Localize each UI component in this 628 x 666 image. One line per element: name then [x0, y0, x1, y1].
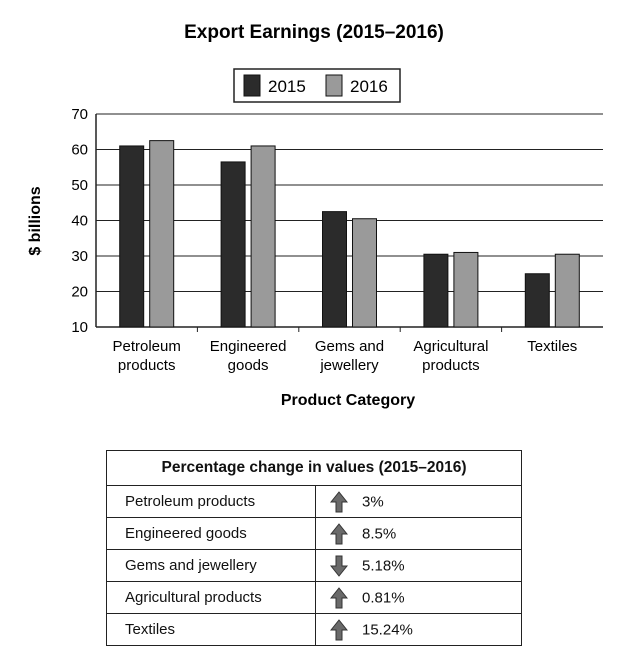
x-category-label: products	[118, 357, 176, 374]
row-label: Textiles	[106, 613, 316, 646]
row-label: Petroleum products	[106, 485, 316, 518]
row-label: Engineered goods	[106, 517, 316, 550]
arrow-up-icon	[330, 586, 348, 608]
bar-2016	[250, 145, 276, 328]
legend-label-2016: 2016	[350, 77, 388, 96]
row-change: 3%	[315, 485, 522, 518]
arrow-up-icon	[330, 522, 348, 544]
percent-value: 0.81%	[362, 589, 405, 606]
x-axis-title: Product Category	[281, 392, 415, 409]
x-category-label: Gems and	[315, 338, 384, 355]
x-category-label: Engineered	[210, 338, 287, 355]
y-tick-label: 50	[71, 177, 88, 194]
row-change: 15.24%	[315, 613, 522, 646]
percentage-change-table: Percentage change in values (2015–2016) …	[106, 450, 522, 646]
chart-title: Export Earnings (2015–2016)	[184, 22, 444, 43]
x-category-label: goods	[228, 357, 269, 374]
bar-2015	[322, 211, 347, 328]
arrow-up-icon	[330, 618, 348, 640]
percent-value: 8.5%	[362, 525, 397, 542]
arrow-up-icon	[330, 490, 348, 512]
percent-value: 15.24%	[362, 621, 413, 638]
legend-label-2015: 2015	[268, 77, 306, 96]
y-tick-label: 70	[71, 106, 88, 123]
percent-value: 3%	[362, 493, 384, 510]
row-label: Gems and jewellery	[106, 549, 316, 582]
y-axis-title: $ billions	[27, 186, 44, 255]
bar-2016	[453, 251, 479, 328]
arrow-down-icon	[330, 555, 348, 577]
bar-2015	[119, 145, 145, 328]
x-category-label: jewellery	[319, 357, 379, 374]
legend-swatch-2015	[243, 74, 261, 97]
y-tick-label: 60	[71, 142, 88, 159]
table-row: Petroleum products 3%	[106, 485, 522, 518]
table-row: Textiles 15.24%	[106, 613, 522, 646]
table-row: Gems and jewellery 5.18%	[106, 549, 522, 582]
legend-swatch-2016	[325, 74, 343, 97]
bar-2015	[524, 273, 550, 328]
x-category-label: products	[422, 357, 480, 374]
y-tick-label: 10	[71, 319, 88, 336]
y-tick-label: 40	[71, 213, 88, 230]
legend-box	[233, 68, 401, 103]
x-category-label: Agricultural	[413, 338, 488, 355]
table-row: Engineered goods 8.5%	[106, 517, 522, 550]
y-tick-label: 30	[71, 248, 88, 265]
percent-value: 5.18%	[362, 557, 405, 574]
table-row: Agricultural products 0.81%	[106, 581, 522, 614]
bar-2015	[423, 253, 449, 328]
bar-2015	[220, 161, 246, 328]
bar-2016	[554, 253, 580, 328]
table-header: Percentage change in values (2015–2016)	[106, 450, 522, 486]
bar-2016	[149, 140, 175, 328]
row-change: 0.81%	[315, 581, 522, 614]
row-change: 5.18%	[315, 549, 522, 582]
x-category-label: Textiles	[527, 338, 577, 355]
x-category-label: Petroleum	[113, 338, 181, 355]
y-tick-label: 20	[71, 284, 88, 301]
bar-2016	[352, 218, 377, 328]
row-label: Agricultural products	[106, 581, 316, 614]
bar-chart: Export Earnings (2015–2016) 2015 2016 10 20 3…	[27, 22, 603, 409]
row-change: 8.5%	[315, 517, 522, 550]
